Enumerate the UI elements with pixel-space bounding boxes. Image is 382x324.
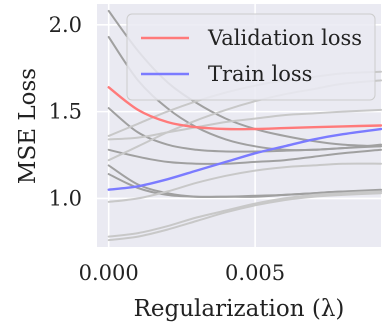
series-lines	[107, 9, 382, 242]
x-tick-label: 0.000	[79, 261, 139, 285]
legend-box	[126, 13, 376, 101]
background-run-13-line	[107, 192, 382, 242]
x-axis-title: Regularization (λ)	[134, 296, 345, 322]
background-run-11-line	[107, 162, 382, 203]
tick-labels: 0.000 0.005 1.0 1.5 2.0	[49, 13, 286, 285]
train-loss-legend-label: Train loss	[208, 62, 312, 86]
y-axis-title: MSE Loss	[15, 68, 41, 184]
validation-loss-line	[107, 86, 382, 131]
background-run-12-line	[107, 190, 382, 238]
train-loss-line	[107, 127, 382, 191]
legend: Validation loss Train loss	[126, 13, 376, 101]
x-tick-label: 0.005	[225, 261, 285, 285]
background-run-10-line	[107, 108, 382, 141]
background-run-7-line	[107, 173, 382, 198]
y-tick-label: 1.5	[49, 100, 82, 124]
y-tick-label: 2.0	[49, 13, 82, 37]
validation-loss-legend-label: Validation loss	[207, 26, 362, 50]
background-run-5-line	[107, 148, 382, 165]
y-tick-label: 1.0	[49, 186, 82, 210]
